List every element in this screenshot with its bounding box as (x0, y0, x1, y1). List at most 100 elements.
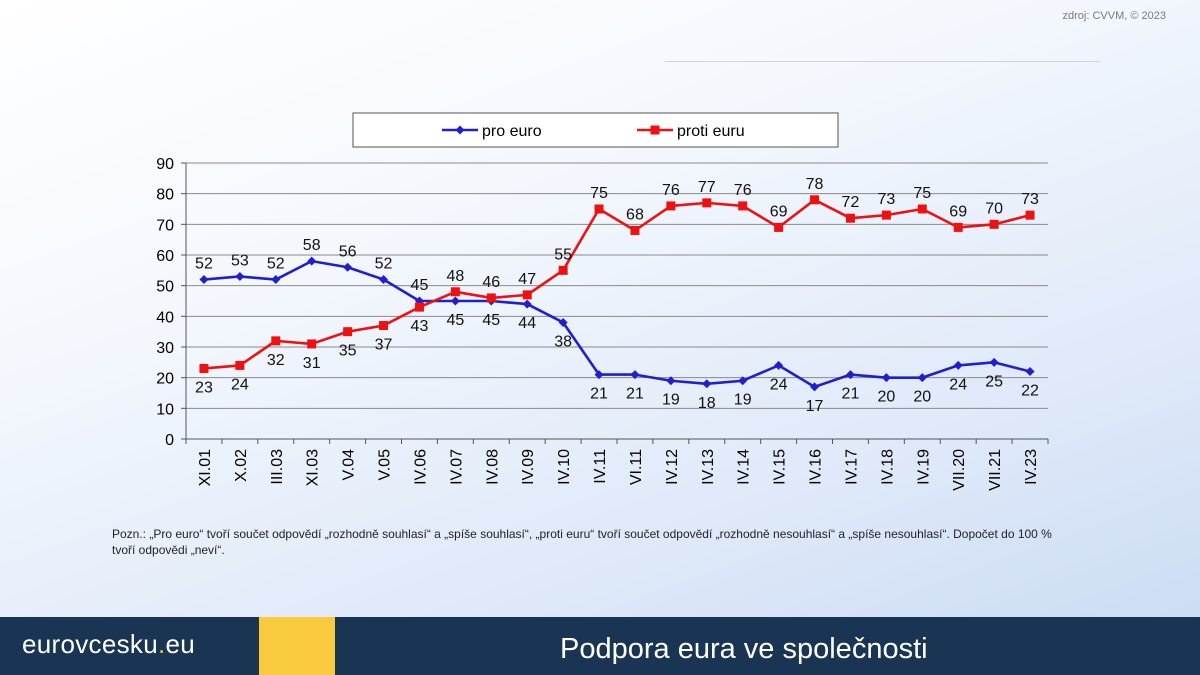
y-tick-label: 60 (156, 248, 174, 265)
x-tick-label: IV.17 (843, 449, 860, 485)
data-label: 68 (626, 206, 644, 223)
data-label: 21 (626, 386, 644, 403)
legend-label: pro euro (482, 123, 542, 140)
x-tick-label: IV.12 (664, 449, 681, 485)
data-label: 18 (698, 395, 716, 412)
footer-accent-block (259, 617, 335, 675)
data-label: 25 (985, 373, 1003, 390)
brand-logo[interactable]: eurovcesku.eu (22, 629, 195, 660)
data-label: 43 (411, 318, 429, 335)
x-tick-label: IV.08 (484, 449, 501, 485)
legend-label: proti euru (677, 123, 745, 140)
data-point (558, 317, 568, 327)
data-point (953, 222, 963, 232)
data-point (199, 275, 209, 285)
data-point (774, 360, 784, 370)
data-label: 35 (339, 343, 357, 360)
data-point (307, 256, 317, 266)
data-label: 47 (518, 271, 536, 288)
data-label: 46 (482, 274, 500, 291)
data-label: 55 (554, 246, 572, 263)
y-tick-label: 40 (156, 309, 174, 326)
data-label: 17 (806, 398, 824, 415)
footer-bar: eurovcesku.eu Podpora eura ve společnost… (0, 617, 1200, 675)
data-point (450, 296, 460, 306)
data-point (1025, 367, 1035, 377)
data-point (343, 262, 353, 272)
brand-tld: eu (165, 629, 196, 659)
data-label: 72 (842, 194, 860, 211)
y-tick-label: 30 (156, 340, 174, 357)
data-label: 48 (446, 268, 464, 285)
chart-legend: pro euro proti euru (352, 112, 839, 148)
data-point (271, 336, 281, 346)
data-label: 37 (375, 337, 393, 354)
x-tick-label: IV.16 (808, 449, 825, 485)
data-label: 75 (913, 185, 931, 202)
data-point (414, 302, 424, 312)
y-tick-label: 20 (156, 371, 174, 388)
x-tick-label: IV.07 (448, 449, 465, 485)
data-label: 24 (949, 376, 967, 393)
data-label: 24 (231, 376, 249, 393)
data-point (630, 370, 640, 380)
x-tick-label: IV.15 (772, 449, 789, 485)
x-tick-label: VII.21 (987, 449, 1004, 491)
data-label: 69 (949, 203, 967, 220)
y-tick-label: 90 (156, 156, 174, 173)
data-label: 45 (411, 277, 429, 294)
brand-dot: . (157, 629, 166, 659)
x-tick-label: X.02 (233, 449, 250, 482)
data-point (199, 363, 209, 373)
data-point (881, 210, 891, 220)
data-label: 45 (446, 312, 464, 329)
data-point (630, 225, 640, 235)
x-axis: XI.01 X.02 III.03 XI.03 V.04 V.05 IV.06 IV.07 IV… (185, 438, 1049, 491)
data-label: 32 (267, 352, 285, 369)
data-label: 73 (1021, 191, 1039, 208)
data-label: 56 (339, 243, 357, 260)
brand-name: eurovcesku (22, 629, 158, 659)
data-point (522, 290, 532, 300)
data-point (917, 204, 927, 214)
data-point (989, 219, 999, 229)
x-tick-label: IV.18 (879, 449, 896, 485)
series-line-proti-euru (203, 198, 1031, 370)
data-point (738, 376, 748, 386)
data-label: 69 (770, 203, 788, 220)
data-point (486, 293, 496, 303)
y-tick-label: 50 (156, 279, 174, 296)
data-label: 19 (734, 392, 752, 409)
x-tick-label: IV.19 (915, 449, 932, 485)
data-point (307, 339, 317, 349)
data-point (379, 275, 389, 285)
data-label: 21 (842, 386, 860, 403)
data-label: 21 (590, 386, 608, 403)
data-point (594, 370, 604, 380)
data-point (666, 376, 676, 386)
data-label: 58 (303, 237, 321, 254)
data-label: 38 (554, 333, 572, 350)
x-tick-label: V.05 (377, 449, 394, 481)
data-label: 20 (913, 389, 931, 406)
data-point (558, 265, 568, 275)
data-label: 53 (231, 252, 249, 269)
data-label: 19 (662, 392, 680, 409)
x-tick-label: IV.06 (412, 449, 429, 485)
x-tick-label: III.03 (269, 449, 286, 485)
data-point (1025, 210, 1035, 220)
data-point (235, 271, 245, 281)
data-point (738, 201, 748, 211)
slide-title: Podpora eura ve společnosti (560, 633, 928, 665)
data-label: 75 (590, 185, 608, 202)
y-axis: 0 10 20 30 40 50 60 70 80 90 (156, 156, 187, 449)
legend-marker (650, 125, 660, 135)
x-tick-label: V.04 (341, 449, 358, 481)
data-label: 76 (662, 182, 680, 199)
legend-marker (455, 125, 465, 135)
data-point (917, 373, 927, 383)
legend-box (352, 112, 839, 148)
data-label: 52 (195, 256, 213, 273)
x-tick-label: IV.13 (700, 449, 717, 485)
x-tick-label: IV.23 (1023, 449, 1040, 485)
